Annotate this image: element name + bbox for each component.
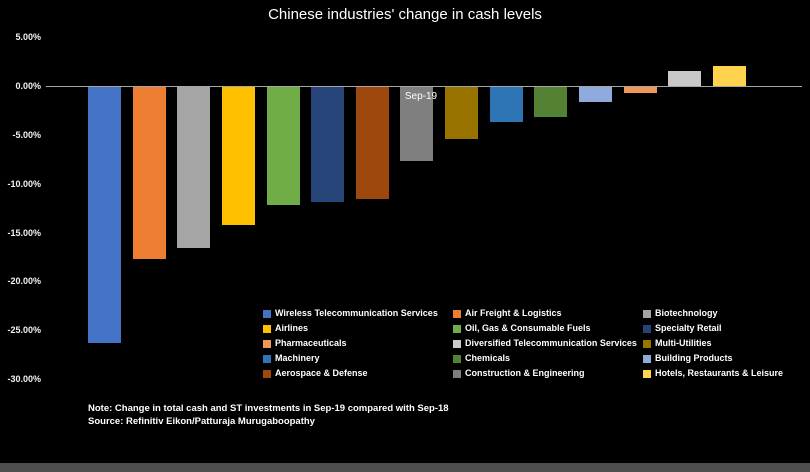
legend-label: Oil, Gas & Consumable Fuels [465, 323, 591, 333]
legend-item-aerospace-defense: Aerospace & Defense [263, 368, 453, 379]
legend-label: Air Freight & Logistics [465, 308, 562, 318]
bar-oil-gas-consumable-fuels [267, 87, 300, 205]
legend-item-construction-engineering: Construction & Engineering [453, 368, 643, 379]
legend-label: Wireless Telecommunication Services [275, 308, 438, 318]
chart-legend: Wireless Telecommunication Services Air F… [263, 308, 803, 379]
legend-swatch [263, 309, 271, 318]
bar-wireless-telecommunication-services [88, 87, 121, 343]
legend-label: Biotechnology [655, 308, 718, 318]
bar-diversified-telecommunication-services [668, 71, 701, 86]
legend-item-pharmaceuticals: Pharmaceuticals [263, 338, 453, 349]
note-line: Note: Change in total cash and ST invest… [88, 403, 449, 414]
legend-swatch [643, 309, 651, 318]
legend-item-airlines: Airlines [263, 323, 453, 334]
bar-specialty-retail [311, 87, 344, 202]
legend-swatch [453, 354, 461, 363]
window-edge-strip [0, 463, 810, 472]
legend-item-machinery: Machinery [263, 353, 453, 364]
bar-biotechnology [177, 87, 210, 248]
legend-label: Pharmaceuticals [275, 338, 347, 348]
chart-notes: Note: Change in total cash and ST invest… [88, 402, 449, 428]
bar-building-products [579, 87, 612, 102]
legend-swatch [643, 339, 651, 348]
legend-item-diversified-telecommunication-services: Diversified Telecommunication Services [453, 338, 643, 349]
source-line: Source: Refinitiv Eikon/Patturaja Muruga… [88, 416, 315, 427]
legend-label: Construction & Engineering [465, 368, 585, 378]
bar-construction-engineering [400, 87, 433, 161]
legend-label: Specialty Retail [655, 323, 722, 333]
bar-aerospace-defense [356, 87, 389, 199]
legend-label: Hotels, Restaurants & Leisure [655, 368, 784, 378]
legend-swatch [263, 369, 271, 378]
legend-item-chemicals: Chemicals [453, 353, 643, 364]
legend-swatch [453, 309, 461, 318]
chart-title: Chinese industries' change in cash level… [268, 6, 542, 23]
legend-label: Multi-Utilities [655, 338, 712, 348]
legend-label: Building Products [655, 353, 733, 363]
y-axis-tick-label: -25.00% [7, 325, 41, 336]
legend-label: Airlines [275, 323, 309, 333]
y-axis-tick-label: 0.00% [15, 81, 41, 91]
legend-item-biotechnology: Biotechnology [643, 308, 801, 319]
legend-item-building-products: Building Products [643, 353, 801, 364]
legend-item-air-freight-logistics: Air Freight & Logistics [453, 308, 643, 319]
bar-machinery [490, 87, 523, 122]
category-axis-label: Sep-19 [404, 91, 438, 102]
legend-swatch [643, 354, 651, 363]
legend-label: Aerospace & Defense [275, 368, 368, 378]
legend-item-multi-utilities: Multi-Utilities [643, 338, 801, 349]
legend-swatch [263, 324, 271, 333]
y-axis-tick-label: -30.00% [7, 374, 41, 385]
y-axis-tick-label: -5.00% [12, 129, 41, 140]
y-axis-tick-label: -10.00% [7, 178, 41, 189]
legend-item-hotels-restaurants-leisure: Hotels, Restaurants & Leisure [643, 368, 801, 379]
legend-swatch [643, 324, 651, 333]
y-axis-tick-label: -20.00% [7, 276, 41, 287]
legend-label: Chemicals [465, 353, 511, 363]
y-axis-tick-label: -15.00% [7, 227, 41, 238]
legend-swatch [453, 324, 461, 333]
bar-airlines [222, 87, 255, 225]
legend-swatch [453, 339, 461, 348]
bar-pharmaceuticals [624, 87, 657, 93]
legend-item-oil-gas-consumable-fuels: Oil, Gas & Consumable Fuels [453, 323, 643, 334]
y-axis-tick-label: 5.00% [15, 32, 41, 43]
bar-air-freight-logistics [133, 87, 166, 259]
bar-hotels-restaurants-leisure [713, 66, 746, 86]
legend-label: Machinery [275, 353, 320, 363]
legend-item-specialty-retail: Specialty Retail [643, 323, 801, 334]
legend-swatch [643, 369, 651, 378]
bar-multi-utilities [445, 87, 478, 139]
legend-swatch [263, 339, 271, 348]
legend-swatch [263, 354, 271, 363]
legend-swatch [453, 369, 461, 378]
legend-item-wireless-telecommunication-services: Wireless Telecommunication Services [263, 308, 453, 319]
legend-label: Diversified Telecommunication Services [465, 338, 637, 348]
bar-chemicals [534, 87, 567, 117]
zero-axis-line [46, 86, 802, 87]
